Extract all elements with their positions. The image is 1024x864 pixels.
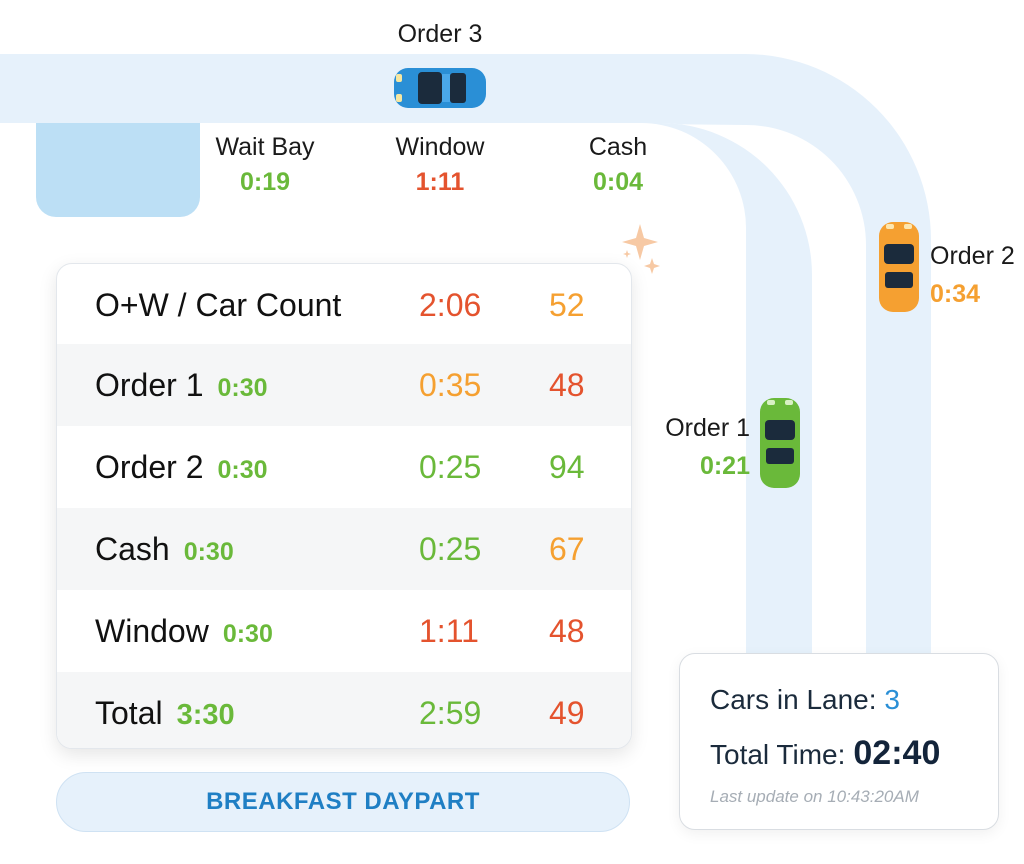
window-label: Window	[395, 133, 485, 161]
row-label: Order 1	[95, 366, 204, 403]
window-time: 1:11	[415, 168, 465, 196]
daypart-button[interactable]: BREAKFAST DAYPART	[56, 772, 630, 832]
table-row: Window 0:30 1:11 48	[57, 590, 631, 672]
row-time: 0:35	[419, 366, 482, 403]
wait-bay-area	[36, 100, 200, 217]
cash-label: Cash	[588, 133, 648, 161]
table-row-total: Total 3:30 2:59 49	[57, 672, 631, 748]
order1-label: Order 1	[665, 414, 750, 442]
lane-summary-card: Cars in Lane: 3 Total Time: 02:40 Last up…	[679, 653, 999, 830]
row-goal: 3:30	[176, 698, 235, 731]
row-goal: 0:30	[217, 455, 268, 484]
row-label: Window	[95, 612, 209, 649]
table-row: Order 2 0:30 0:25 94	[57, 426, 631, 508]
timing-table: O+W / Car Count 2:06 52 Order 1 0:30 0:35…	[56, 263, 632, 749]
row-time: 0:25	[419, 530, 482, 567]
row-time: 1:11	[419, 612, 479, 649]
sparkle-icon	[622, 224, 660, 274]
last-update: Last update on 10:43:20AM	[710, 787, 919, 806]
lane-inner-band	[540, 123, 812, 660]
total-time-label: Total Time:	[710, 739, 846, 770]
cars-in-lane-value: 3	[884, 684, 900, 715]
wait-bay-time: 0:19	[239, 168, 291, 196]
order2-time: 0:34	[930, 280, 981, 308]
row-label: Order 2	[95, 448, 204, 485]
row-time: 0:25	[419, 448, 482, 485]
table-header-row: O+W / Car Count 2:06 52	[57, 264, 631, 346]
header-time: 2:06	[419, 286, 482, 323]
orange-car-icon	[879, 222, 919, 312]
table-row: Cash 0:30 0:25 67	[57, 508, 631, 590]
total-time-value: 02:40	[853, 734, 941, 772]
wait-bay-label: Wait Bay	[215, 133, 315, 161]
lane-inner	[540, 123, 812, 700]
cars-in-lane: Cars in Lane: 3	[710, 684, 900, 716]
cash-time: 0:04	[592, 168, 644, 196]
row-count: 48	[549, 612, 585, 649]
table-row: Order 1 0:30 0:35 48	[57, 344, 631, 426]
row-goal: 0:30	[217, 373, 268, 402]
row-count: 67	[549, 530, 585, 567]
row-count: 49	[549, 694, 585, 731]
cars-in-lane-label: Cars in Lane:	[710, 684, 877, 715]
total-time: Total Time: 02:40	[710, 734, 940, 773]
row-goal: 0:30	[222, 619, 273, 648]
lane-outer	[540, 54, 931, 700]
header-label: O+W / Car Count	[95, 286, 342, 323]
row-label: Cash	[95, 530, 170, 567]
row-goal: 0:30	[183, 537, 234, 566]
order3-label: Order 3	[397, 20, 483, 48]
row-time: 2:59	[419, 694, 482, 731]
green-car-icon	[760, 398, 800, 488]
row-label: Total	[95, 694, 163, 731]
blue-car-icon	[394, 68, 486, 108]
header-count: 52	[549, 286, 585, 323]
row-count: 48	[549, 366, 585, 403]
row-count: 94	[549, 448, 585, 485]
order2-label: Order 2	[930, 242, 1015, 270]
order1-time: 0:21	[699, 452, 750, 480]
